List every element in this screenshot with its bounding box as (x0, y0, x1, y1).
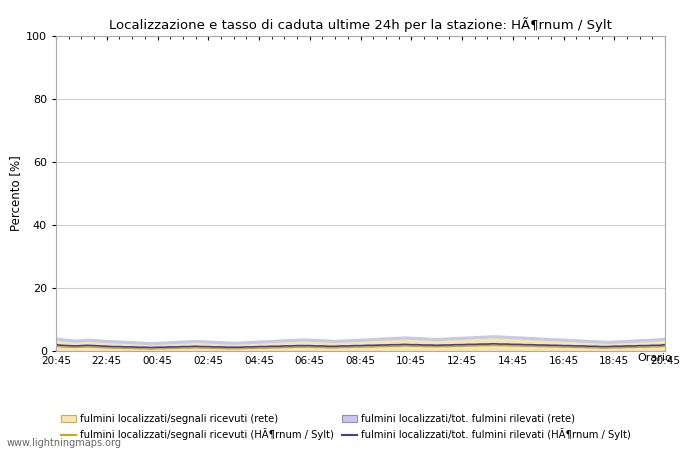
Legend: fulmini localizzati/segnali ricevuti (rete), fulmini localizzati/segnali ricevut: fulmini localizzati/segnali ricevuti (re… (61, 414, 631, 441)
Text: www.lightningmaps.org: www.lightningmaps.org (7, 438, 122, 448)
Y-axis label: Percento [%]: Percento [%] (9, 156, 22, 231)
Title: Localizzazione e tasso di caduta ultime 24h per la stazione: HÃ¶rnum / Sylt: Localizzazione e tasso di caduta ultime … (109, 17, 612, 32)
Text: Orario: Orario (637, 353, 672, 363)
